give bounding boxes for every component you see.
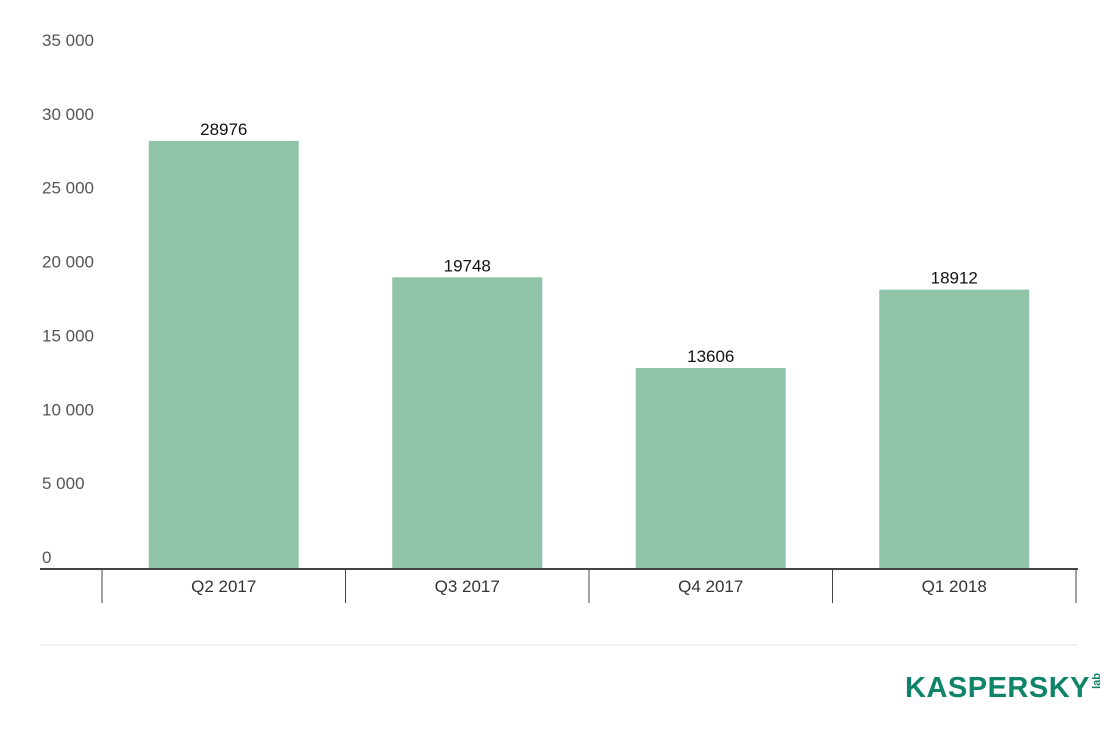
y-axis-ticks: 0 5 000 10 000 15 000 20 000 25 000 30 000 35 0… (42, 31, 94, 567)
y-tick-label: 30 000 (42, 105, 94, 124)
bar (148, 140, 299, 569)
y-tick-label: 20 000 (42, 253, 94, 272)
x-tick-label: Q3 2017 (435, 577, 500, 596)
bar-value-label: 28976 (200, 120, 247, 139)
y-tick-label: 10 000 (42, 400, 94, 419)
y-tick-label: 35 000 (42, 31, 94, 50)
x-axis-dividers (101, 569, 1077, 603)
kaspersky-lab-logo: KASPERSKY lab (905, 670, 1103, 706)
data-labels: 28976 19748 13606 18912 (200, 120, 978, 366)
bars (148, 140, 1030, 569)
bar-value-label: 13606 (687, 347, 734, 366)
y-tick-label: 5 000 (42, 474, 85, 493)
bar-value-label: 18912 (931, 269, 978, 288)
y-tick-label: 0 (42, 548, 51, 567)
bar (392, 277, 543, 569)
x-axis-ticks: Q2 2017 Q3 2017 Q4 2017 Q1 2018 (191, 577, 987, 596)
x-tick-label: Q2 2017 (191, 577, 256, 596)
logo-lab-suffix: lab (1091, 673, 1103, 689)
bar (879, 289, 1030, 569)
x-tick-label: Q1 2018 (922, 577, 987, 596)
bar (635, 368, 786, 569)
logo-wordmark: KASPERSKY (905, 672, 1090, 704)
y-tick-label: 25 000 (42, 179, 94, 198)
y-tick-label: 15 000 (42, 326, 94, 345)
x-tick-label: Q4 2017 (678, 577, 743, 596)
bar-value-label: 19748 (444, 256, 491, 275)
